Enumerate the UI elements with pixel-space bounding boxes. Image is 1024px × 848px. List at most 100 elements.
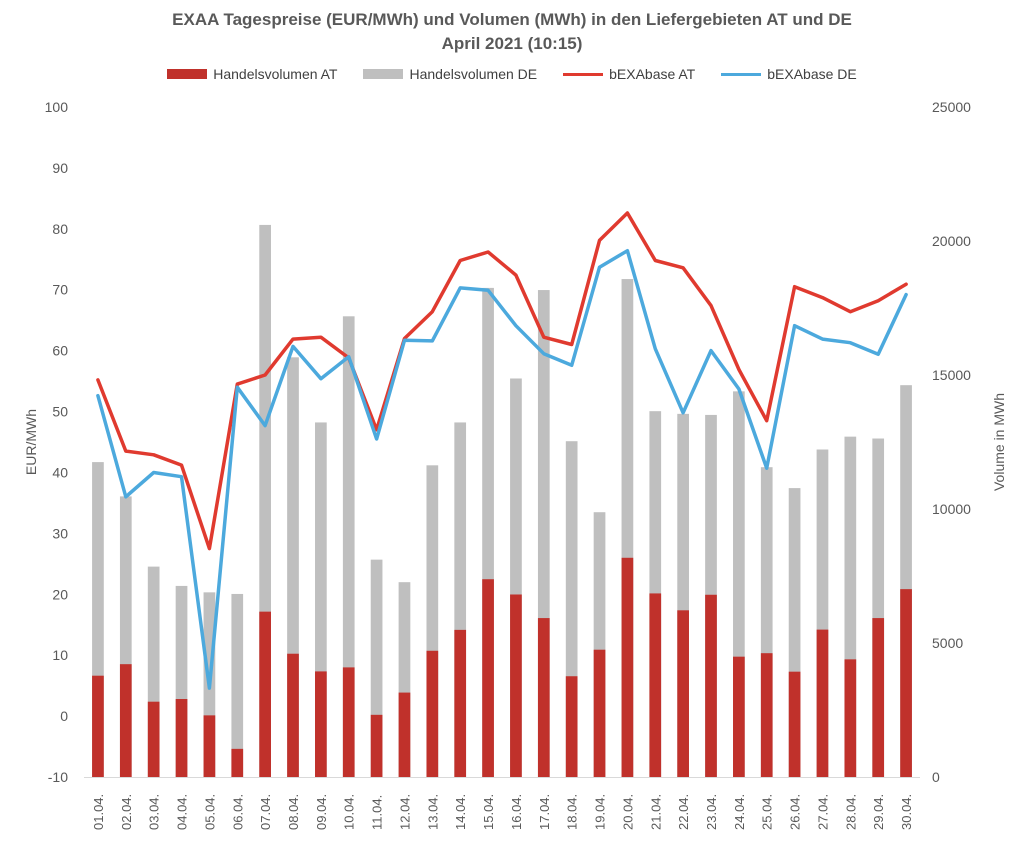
x-tick-label: 12.04.	[397, 794, 412, 830]
y-tick-label: 10	[52, 647, 68, 663]
x-tick-label: 26.04.	[788, 794, 803, 830]
bar-handelsvolumen-de	[733, 391, 745, 777]
bar-handelsvolumen-de	[426, 465, 439, 777]
y2-tick-label: 5000	[932, 635, 963, 651]
bar-handelsvolumen-at	[593, 649, 606, 777]
bar-handelsvolumen-at	[900, 589, 912, 777]
x-tick-label: 29.04.	[871, 794, 886, 830]
bar-handelsvolumen-at	[92, 675, 104, 777]
bar-handelsvolumen-de	[565, 441, 578, 777]
bar-handelsvolumen-at	[733, 656, 745, 777]
bar-handelsvolumen-at	[259, 611, 271, 777]
y2-axis-title: Volume in MWh	[991, 393, 1007, 491]
y-tick-label: 80	[52, 221, 68, 237]
x-tick-label: 23.04.	[704, 794, 719, 830]
bar-handelsvolumen-at	[482, 579, 494, 777]
bar-handelsvolumen-at	[231, 748, 244, 777]
x-tick-label: 11.04.	[370, 795, 385, 830]
x-tick-label: 03.04.	[147, 794, 162, 830]
bar-handelsvolumen-at	[816, 629, 829, 777]
bar-handelsvolumen-at	[537, 618, 550, 777]
bar-handelsvolumen-de	[844, 436, 857, 777]
x-tick-label: 21.04.	[648, 794, 663, 830]
x-tick-label: 19.04.	[593, 794, 608, 830]
x-tick-label: 20.04.	[620, 794, 635, 830]
bar-handelsvolumen-at	[426, 650, 439, 777]
y-tick-label: 30	[52, 525, 68, 541]
x-tick-label: 08.04.	[286, 794, 301, 830]
x-tick-label: 15.04.	[481, 794, 496, 830]
bar-handelsvolumen-at	[315, 671, 327, 777]
y-tick-label: 20	[52, 586, 68, 602]
y2-tick-label: 15000	[932, 367, 971, 383]
bar-handelsvolumen-de	[872, 438, 885, 777]
x-tick-label: 10.04.	[342, 794, 357, 830]
legend-label-handelsvolumen-at: Handelsvolumen AT	[213, 66, 338, 82]
bar-handelsvolumen-de	[537, 290, 550, 777]
x-tick-label: 30.04.	[899, 794, 914, 830]
bar-handelsvolumen-at	[649, 593, 662, 777]
x-tick-label: 27.04.	[815, 794, 830, 830]
bar-handelsvolumen-at	[510, 594, 522, 777]
legend-swatch-handelsvolumen-de	[363, 69, 404, 79]
legend-label-bexabase-de: bEXAbase DE	[767, 66, 857, 82]
bar-handelsvolumen-de	[287, 357, 299, 777]
bar-handelsvolumen-de	[510, 378, 522, 777]
bar-handelsvolumen-de	[788, 488, 801, 777]
x-tick-label: 18.04.	[565, 794, 580, 830]
y-tick-label: 50	[52, 404, 68, 420]
y-tick-label: 100	[45, 99, 69, 115]
line-bexabase-de	[96, 248, 908, 690]
bar-handelsvolumen-de	[175, 585, 188, 777]
x-tick-label: 13.04.	[425, 794, 440, 830]
bar-handelsvolumen-de	[119, 496, 132, 777]
bar-handelsvolumen-at	[398, 692, 411, 777]
x-tick-label: 01.04.	[91, 794, 106, 830]
bar-handelsvolumen-de	[259, 224, 271, 778]
legend-swatch-bexabase-at	[563, 72, 604, 76]
bar-handelsvolumen-at	[287, 653, 299, 777]
bar-handelsvolumen-at	[342, 667, 355, 777]
y-tick-label: 40	[52, 464, 68, 480]
y-tick-label: 70	[52, 282, 68, 298]
bar-handelsvolumen-at	[872, 618, 885, 777]
bar-handelsvolumen-de	[760, 467, 773, 777]
legend-label-handelsvolumen-de: Handelsvolumen DE	[409, 66, 538, 82]
bar-handelsvolumen-de	[92, 462, 104, 777]
y2-tick-label: 20000	[932, 233, 971, 249]
legend-swatch-bexabase-de	[721, 72, 762, 76]
bar-handelsvolumen-de	[147, 566, 160, 777]
bar-handelsvolumen-de	[677, 413, 689, 777]
x-tick-label: 14.04.	[453, 794, 468, 830]
bar-handelsvolumen-de	[315, 422, 327, 777]
bar-handelsvolumen-at	[370, 714, 383, 777]
bar-handelsvolumen-de	[900, 385, 912, 777]
y2-tick-label: 10000	[932, 501, 971, 517]
bar-handelsvolumen-at	[454, 629, 467, 777]
bar-handelsvolumen-de	[231, 593, 244, 777]
chart-subtitle: April 2021 (10:15)	[441, 34, 583, 53]
legend: Handelsvolumen AT Handelsvolumen DE bEXA…	[0, 66, 1024, 82]
legend-label-bexabase-at: bEXAbase AT	[609, 66, 696, 82]
y2-tick-label: 25000	[932, 99, 971, 115]
bar-handelsvolumen-de	[593, 512, 606, 777]
bar-handelsvolumen-at	[705, 594, 717, 777]
bar-handelsvolumen-at	[565, 676, 578, 777]
bar-handelsvolumen-de	[621, 279, 634, 777]
x-tick-label: 05.04.	[202, 794, 217, 830]
x-tick-label: 09.04.	[314, 794, 329, 830]
bar-handelsvolumen-de	[398, 582, 411, 777]
x-tick-label: 06.04.	[230, 794, 245, 830]
x-tick-label: 24.04.	[732, 794, 747, 830]
y-axis-title: EUR/MWh	[23, 409, 39, 475]
x-tick-label: 16.04.	[509, 794, 524, 830]
bar-handelsvolumen-de	[454, 422, 467, 777]
y-tick-label: 90	[52, 160, 68, 176]
y-tick-label: 0	[60, 708, 68, 724]
x-tick-label: 28.04.	[843, 794, 858, 830]
legend-item-handelsvolumen-at: Handelsvolumen AT	[167, 66, 337, 82]
bar-handelsvolumen-de	[370, 559, 383, 777]
bar-handelsvolumen-at	[119, 664, 132, 777]
bar-handelsvolumen-at	[147, 701, 160, 777]
legend-item-bexabase-de: bEXAbase DE	[721, 66, 857, 82]
